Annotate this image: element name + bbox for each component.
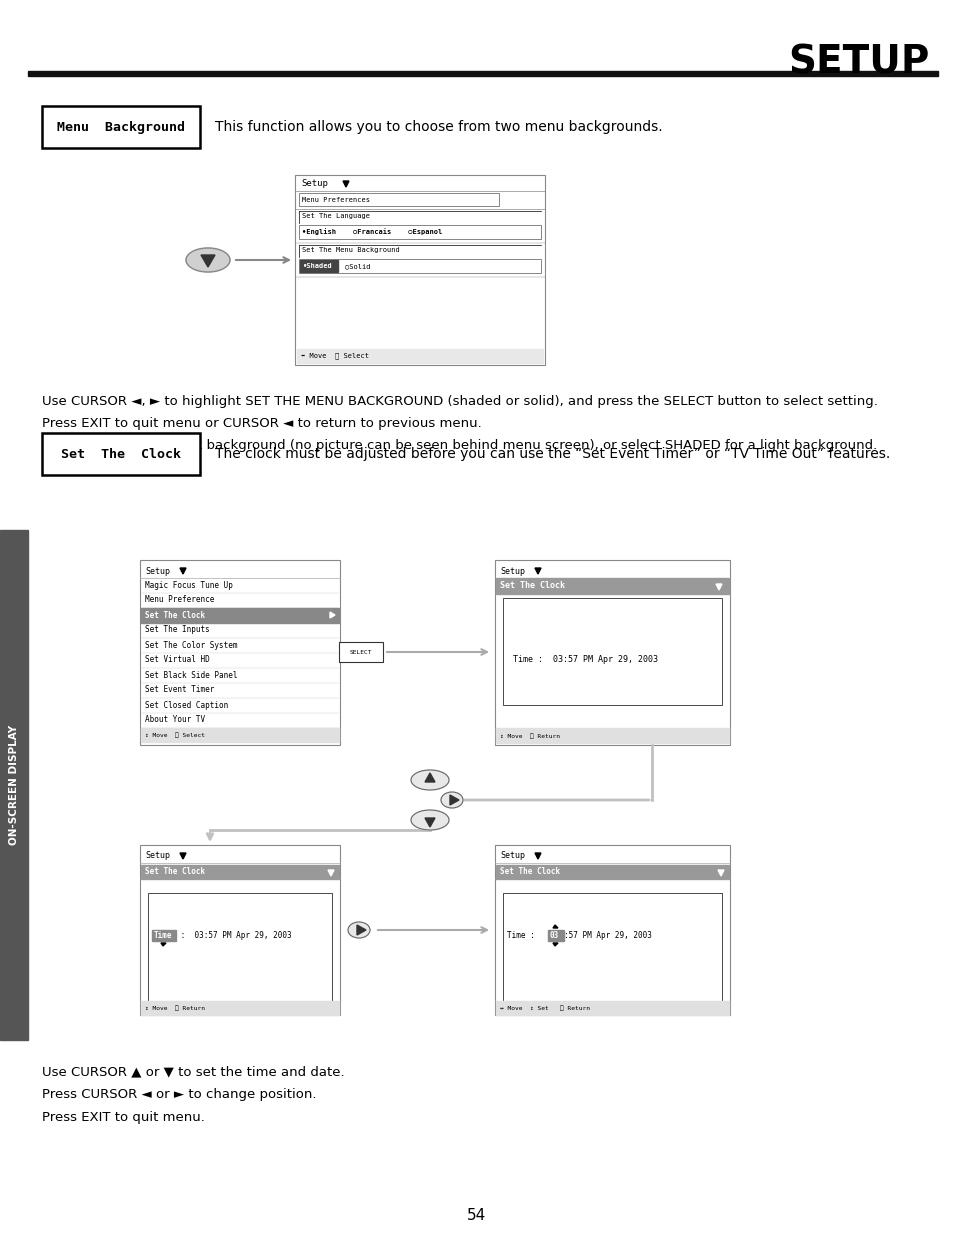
Text: •Shaded: •Shaded: [302, 263, 332, 269]
Text: Set Event Timer: Set Event Timer: [145, 685, 214, 694]
FancyBboxPatch shape: [495, 559, 729, 745]
Bar: [496, 864, 728, 879]
Text: Menu Preference: Menu Preference: [145, 595, 214, 604]
FancyBboxPatch shape: [148, 893, 332, 1011]
Bar: [28, 70, 937, 77]
Bar: [152, 930, 175, 941]
Text: Use CURSOR ▲ or ▼ to set the time and date.: Use CURSOR ▲ or ▼ to set the time and da…: [42, 1065, 344, 1078]
Bar: [296, 350, 542, 363]
Text: Setup: Setup: [145, 567, 170, 576]
Text: ↕ Move  Ⓢ Return: ↕ Move Ⓢ Return: [145, 1005, 205, 1010]
Polygon shape: [180, 568, 186, 574]
Text: Magic Focus Tune Up: Magic Focus Tune Up: [145, 580, 233, 589]
Text: Set Closed Caption: Set Closed Caption: [145, 700, 228, 709]
Text: Set  The  Clock: Set The Clock: [61, 447, 181, 461]
Ellipse shape: [440, 792, 462, 808]
Text: Set The Color System: Set The Color System: [145, 641, 237, 650]
Polygon shape: [356, 925, 366, 935]
Text: SETUP: SETUP: [788, 43, 929, 82]
Bar: [496, 727, 728, 743]
Text: The clock must be adjusted before you can use the “Set Event Timer” or “TV Time : The clock must be adjusted before you ca…: [214, 447, 889, 461]
Bar: [0, 530, 28, 1040]
FancyBboxPatch shape: [502, 893, 721, 1011]
FancyBboxPatch shape: [140, 845, 339, 1015]
Text: Set The Clock: Set The Clock: [499, 867, 559, 877]
Text: Set The Menu Background: Set The Menu Background: [302, 247, 399, 253]
Ellipse shape: [348, 923, 370, 939]
Text: ○Solid: ○Solid: [345, 263, 370, 269]
Text: •English    ○Francais    ○Espanol: •English ○Francais ○Espanol: [302, 228, 442, 236]
Polygon shape: [330, 613, 335, 618]
Polygon shape: [450, 795, 458, 805]
Text: Set The Clock: Set The Clock: [145, 867, 205, 877]
Text: Press CURSOR ◄ or ► to change position.: Press CURSOR ◄ or ► to change position.: [42, 1088, 316, 1100]
Text: Setup: Setup: [145, 851, 170, 861]
Polygon shape: [201, 254, 214, 267]
FancyBboxPatch shape: [294, 175, 544, 366]
FancyBboxPatch shape: [298, 193, 498, 206]
Text: ↔ Move  ↕ Set   Ⓢ Return: ↔ Move ↕ Set Ⓢ Return: [499, 1005, 589, 1010]
Text: Time: Time: [153, 931, 172, 941]
Polygon shape: [716, 584, 721, 590]
Text: Use CURSOR ◄, ► to highlight SET THE MENU BACKGROUND (shaded or solid), and pres: Use CURSOR ◄, ► to highlight SET THE MEN…: [42, 395, 877, 408]
Polygon shape: [535, 568, 540, 574]
Text: Press EXIT to quit menu or CURSOR ◄ to return to previous menu.: Press EXIT to quit menu or CURSOR ◄ to r…: [42, 417, 481, 430]
Bar: [141, 608, 338, 622]
FancyBboxPatch shape: [502, 598, 721, 705]
Bar: [496, 1002, 728, 1015]
Polygon shape: [718, 869, 723, 876]
Text: ↕ Move  Ⓢ Return: ↕ Move Ⓢ Return: [499, 734, 559, 739]
Bar: [141, 864, 338, 879]
Text: :57 PM Apr 29, 2003: :57 PM Apr 29, 2003: [563, 931, 651, 941]
Ellipse shape: [186, 248, 230, 272]
Polygon shape: [553, 925, 558, 927]
FancyBboxPatch shape: [298, 225, 540, 240]
Text: 54: 54: [467, 1208, 486, 1223]
FancyBboxPatch shape: [298, 259, 540, 273]
Text: Setup: Setup: [301, 179, 328, 189]
FancyBboxPatch shape: [140, 559, 339, 745]
Text: ON-SCREEN DISPLAY: ON-SCREEN DISPLAY: [9, 725, 19, 845]
Text: :  03:57 PM Apr 29, 2003: : 03:57 PM Apr 29, 2003: [175, 931, 292, 941]
Text: ⬌ Move  Ⓢ Select: ⬌ Move Ⓢ Select: [301, 353, 369, 359]
Text: Set Virtual HD: Set Virtual HD: [145, 656, 210, 664]
FancyBboxPatch shape: [495, 845, 729, 1015]
Text: ↕ Move  Ⓢ Select: ↕ Move Ⓢ Select: [145, 732, 205, 737]
Bar: [141, 727, 338, 742]
Polygon shape: [180, 853, 186, 860]
Text: Set The Clock: Set The Clock: [499, 582, 564, 590]
Polygon shape: [535, 853, 540, 860]
Polygon shape: [161, 944, 166, 946]
Text: Time :: Time :: [506, 931, 543, 941]
Text: Set The Clock: Set The Clock: [145, 610, 205, 620]
Text: This function allows you to choose from two menu backgrounds.: This function allows you to choose from …: [214, 120, 662, 135]
FancyBboxPatch shape: [338, 642, 382, 662]
Polygon shape: [424, 818, 435, 827]
Text: SELECT: SELECT: [350, 650, 372, 655]
Text: Select SOLID for a black background (no picture can be seen behind menu screen),: Select SOLID for a black background (no …: [42, 438, 877, 452]
Text: Setup: Setup: [499, 851, 524, 861]
Polygon shape: [424, 773, 435, 782]
Text: Set Black Side Panel: Set Black Side Panel: [145, 671, 237, 679]
Text: Set The Inputs: Set The Inputs: [145, 625, 210, 635]
Bar: [299, 261, 337, 272]
Polygon shape: [328, 869, 334, 876]
Ellipse shape: [411, 769, 449, 790]
Polygon shape: [343, 182, 349, 186]
FancyBboxPatch shape: [42, 106, 200, 148]
Text: About Your TV: About Your TV: [145, 715, 205, 725]
Text: Menu Preferences: Menu Preferences: [302, 198, 370, 203]
Bar: [141, 1002, 338, 1015]
Text: 03: 03: [550, 931, 558, 941]
Polygon shape: [553, 944, 558, 946]
Text: Setup: Setup: [499, 567, 524, 576]
Text: Set The Language: Set The Language: [302, 212, 370, 219]
Text: Press EXIT to quit menu.: Press EXIT to quit menu.: [42, 1112, 205, 1124]
FancyBboxPatch shape: [42, 433, 200, 475]
Bar: [496, 578, 728, 594]
Text: Menu  Background: Menu Background: [57, 121, 185, 133]
Text: Time :  03:57 PM Apr 29, 2003: Time : 03:57 PM Apr 29, 2003: [513, 656, 658, 664]
Ellipse shape: [411, 810, 449, 830]
Bar: [547, 930, 563, 941]
